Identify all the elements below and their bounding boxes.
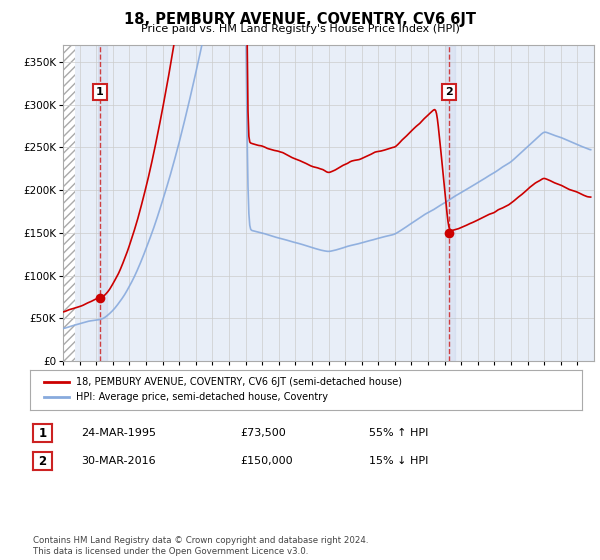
Text: 2: 2 xyxy=(445,87,452,97)
Text: 18, PEMBURY AVENUE, COVENTRY, CV6 6JT: 18, PEMBURY AVENUE, COVENTRY, CV6 6JT xyxy=(124,12,476,27)
Text: 1: 1 xyxy=(38,427,47,440)
Text: 1: 1 xyxy=(96,87,104,97)
Bar xyxy=(98,45,107,361)
Text: 24-MAR-1995: 24-MAR-1995 xyxy=(81,428,156,438)
Text: 55% ↑ HPI: 55% ↑ HPI xyxy=(369,428,428,438)
Text: Price paid vs. HM Land Registry's House Price Index (HPI): Price paid vs. HM Land Registry's House … xyxy=(140,24,460,34)
Legend: 18, PEMBURY AVENUE, COVENTRY, CV6 6JT (semi-detached house), HPI: Average price,: 18, PEMBURY AVENUE, COVENTRY, CV6 6JT (s… xyxy=(40,374,406,406)
Text: 15% ↓ HPI: 15% ↓ HPI xyxy=(369,456,428,466)
Text: £73,500: £73,500 xyxy=(240,428,286,438)
Text: 30-MAR-2016: 30-MAR-2016 xyxy=(81,456,155,466)
Text: Contains HM Land Registry data © Crown copyright and database right 2024.
This d: Contains HM Land Registry data © Crown c… xyxy=(33,536,368,556)
Bar xyxy=(446,45,455,361)
Text: 2: 2 xyxy=(38,455,47,468)
Text: £150,000: £150,000 xyxy=(240,456,293,466)
